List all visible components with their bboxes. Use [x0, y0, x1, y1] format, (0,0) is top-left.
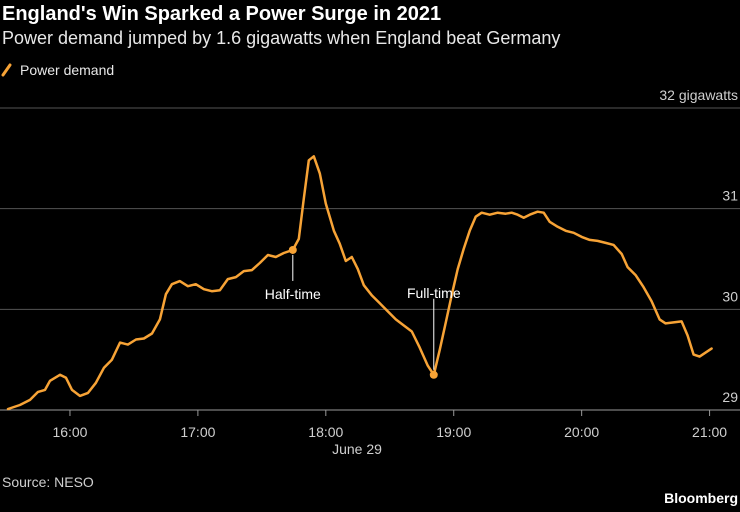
annotation-point [429, 370, 438, 379]
chart-title: England's Win Sparked a Power Surge in 2… [2, 3, 441, 25]
y-tick-label: 32 gigawatts [659, 87, 738, 103]
source: Source: NESO [2, 474, 94, 490]
legend-label: Power demand [20, 62, 114, 78]
annotation-label: Full-time [407, 285, 461, 301]
x-tick-label: 19:00 [436, 424, 471, 440]
legend-swatch [1, 63, 12, 77]
annotation-point [288, 245, 297, 254]
x-tick-label: 20:00 [564, 424, 599, 440]
data-line [6, 155, 713, 411]
y-tick-label: 31 [722, 188, 738, 204]
x-tick-label: 21:00 [692, 424, 727, 440]
annotation-label: Half-time [265, 286, 321, 302]
x-tick-label: 16:00 [52, 424, 87, 440]
chart-subtitle: Power demand jumped by 1.6 gigawatts whe… [2, 28, 560, 48]
y-tick-label: 29 [722, 389, 738, 405]
x-tick-label: 18:00 [308, 424, 343, 440]
x-tick-label: 17:00 [180, 424, 215, 440]
credit: Bloomberg [664, 490, 738, 506]
y-tick-label: 30 [722, 288, 738, 304]
x-axis-label: June 29 [332, 441, 382, 457]
